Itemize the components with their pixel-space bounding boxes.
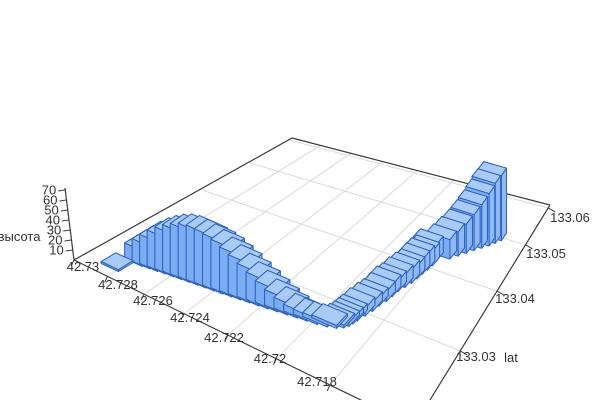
z-tick-label: 20 — [48, 233, 62, 248]
lon-axis-line — [429, 204, 551, 400]
z-tick-mark — [63, 229, 71, 232]
lat-tick-label: 42.726 — [133, 293, 173, 308]
bar-face-side[interactable] — [500, 167, 507, 242]
back-left-edge — [73, 137, 293, 261]
z-tick-mark — [59, 199, 67, 202]
z-tick-label: 70 — [42, 183, 56, 198]
lon-tick-mark — [547, 207, 556, 213]
lon-tick-mark — [459, 350, 468, 356]
z-tick-label: 50 — [44, 203, 58, 218]
z-tick-mark — [65, 249, 73, 252]
z-tick-mark — [64, 239, 72, 242]
lat-grid-line — [227, 170, 418, 336]
z-axis-line — [64, 187, 75, 261]
lat-tick-label: 42.724 — [170, 310, 210, 325]
z-tick-label: 40 — [46, 213, 60, 228]
back-right-edge — [291, 137, 551, 206]
bar-face-side[interactable] — [481, 196, 488, 249]
z-tick-label: 30 — [47, 223, 61, 238]
lat-grid-line — [275, 179, 454, 360]
lon-grid-line — [199, 188, 498, 292]
lat-tick-mark — [180, 313, 185, 320]
bar-face-top[interactable] — [100, 252, 134, 271]
lon-tick-label: 133.03 — [456, 349, 496, 364]
lon-tick-mark — [525, 244, 533, 250]
lat-tick-mark — [70, 259, 75, 267]
lat-axis-line — [73, 259, 363, 400]
z-tick-mark — [60, 209, 68, 212]
lon-tick-label: 133.06 — [550, 210, 590, 225]
lon-axis-title: lat — [504, 350, 518, 365]
lat-tick-mark — [272, 358, 277, 366]
lat-tick-mark — [140, 293, 145, 301]
bar-face-top[interactable] — [471, 168, 502, 184]
bar-face-side[interactable] — [488, 185, 496, 247]
bar-face-top[interactable] — [465, 178, 496, 195]
z-tick-mark — [61, 219, 70, 222]
z-tick-label: 60 — [43, 193, 57, 208]
z-tick-label: 10 — [49, 243, 63, 258]
bar-face-top[interactable] — [457, 189, 488, 206]
lon-tick-mark — [496, 290, 505, 296]
lat-tick-mark — [326, 384, 331, 392]
lat-tick-label: 42.73 — [67, 259, 100, 274]
bar-face-side[interactable] — [494, 175, 502, 244]
lat-tick-mark — [104, 276, 108, 283]
bar-face-top[interactable] — [311, 303, 348, 326]
lat-tick-label: 42.728 — [98, 277, 138, 292]
lat-tick-label: 42.72 — [254, 351, 287, 366]
lon-grid-line — [288, 139, 549, 209]
lat-tick-mark — [224, 334, 229, 342]
lat-tick-label: 42.718 — [297, 374, 337, 389]
lon-tick-label: 133.04 — [495, 291, 535, 306]
z-axis-title: высота — [0, 229, 41, 244]
bar-face-top[interactable] — [450, 199, 481, 216]
lon-tick-label: 133.05 — [526, 246, 566, 261]
lat-tick-label: 42.722 — [204, 330, 244, 345]
z-tick-mark — [58, 189, 66, 192]
